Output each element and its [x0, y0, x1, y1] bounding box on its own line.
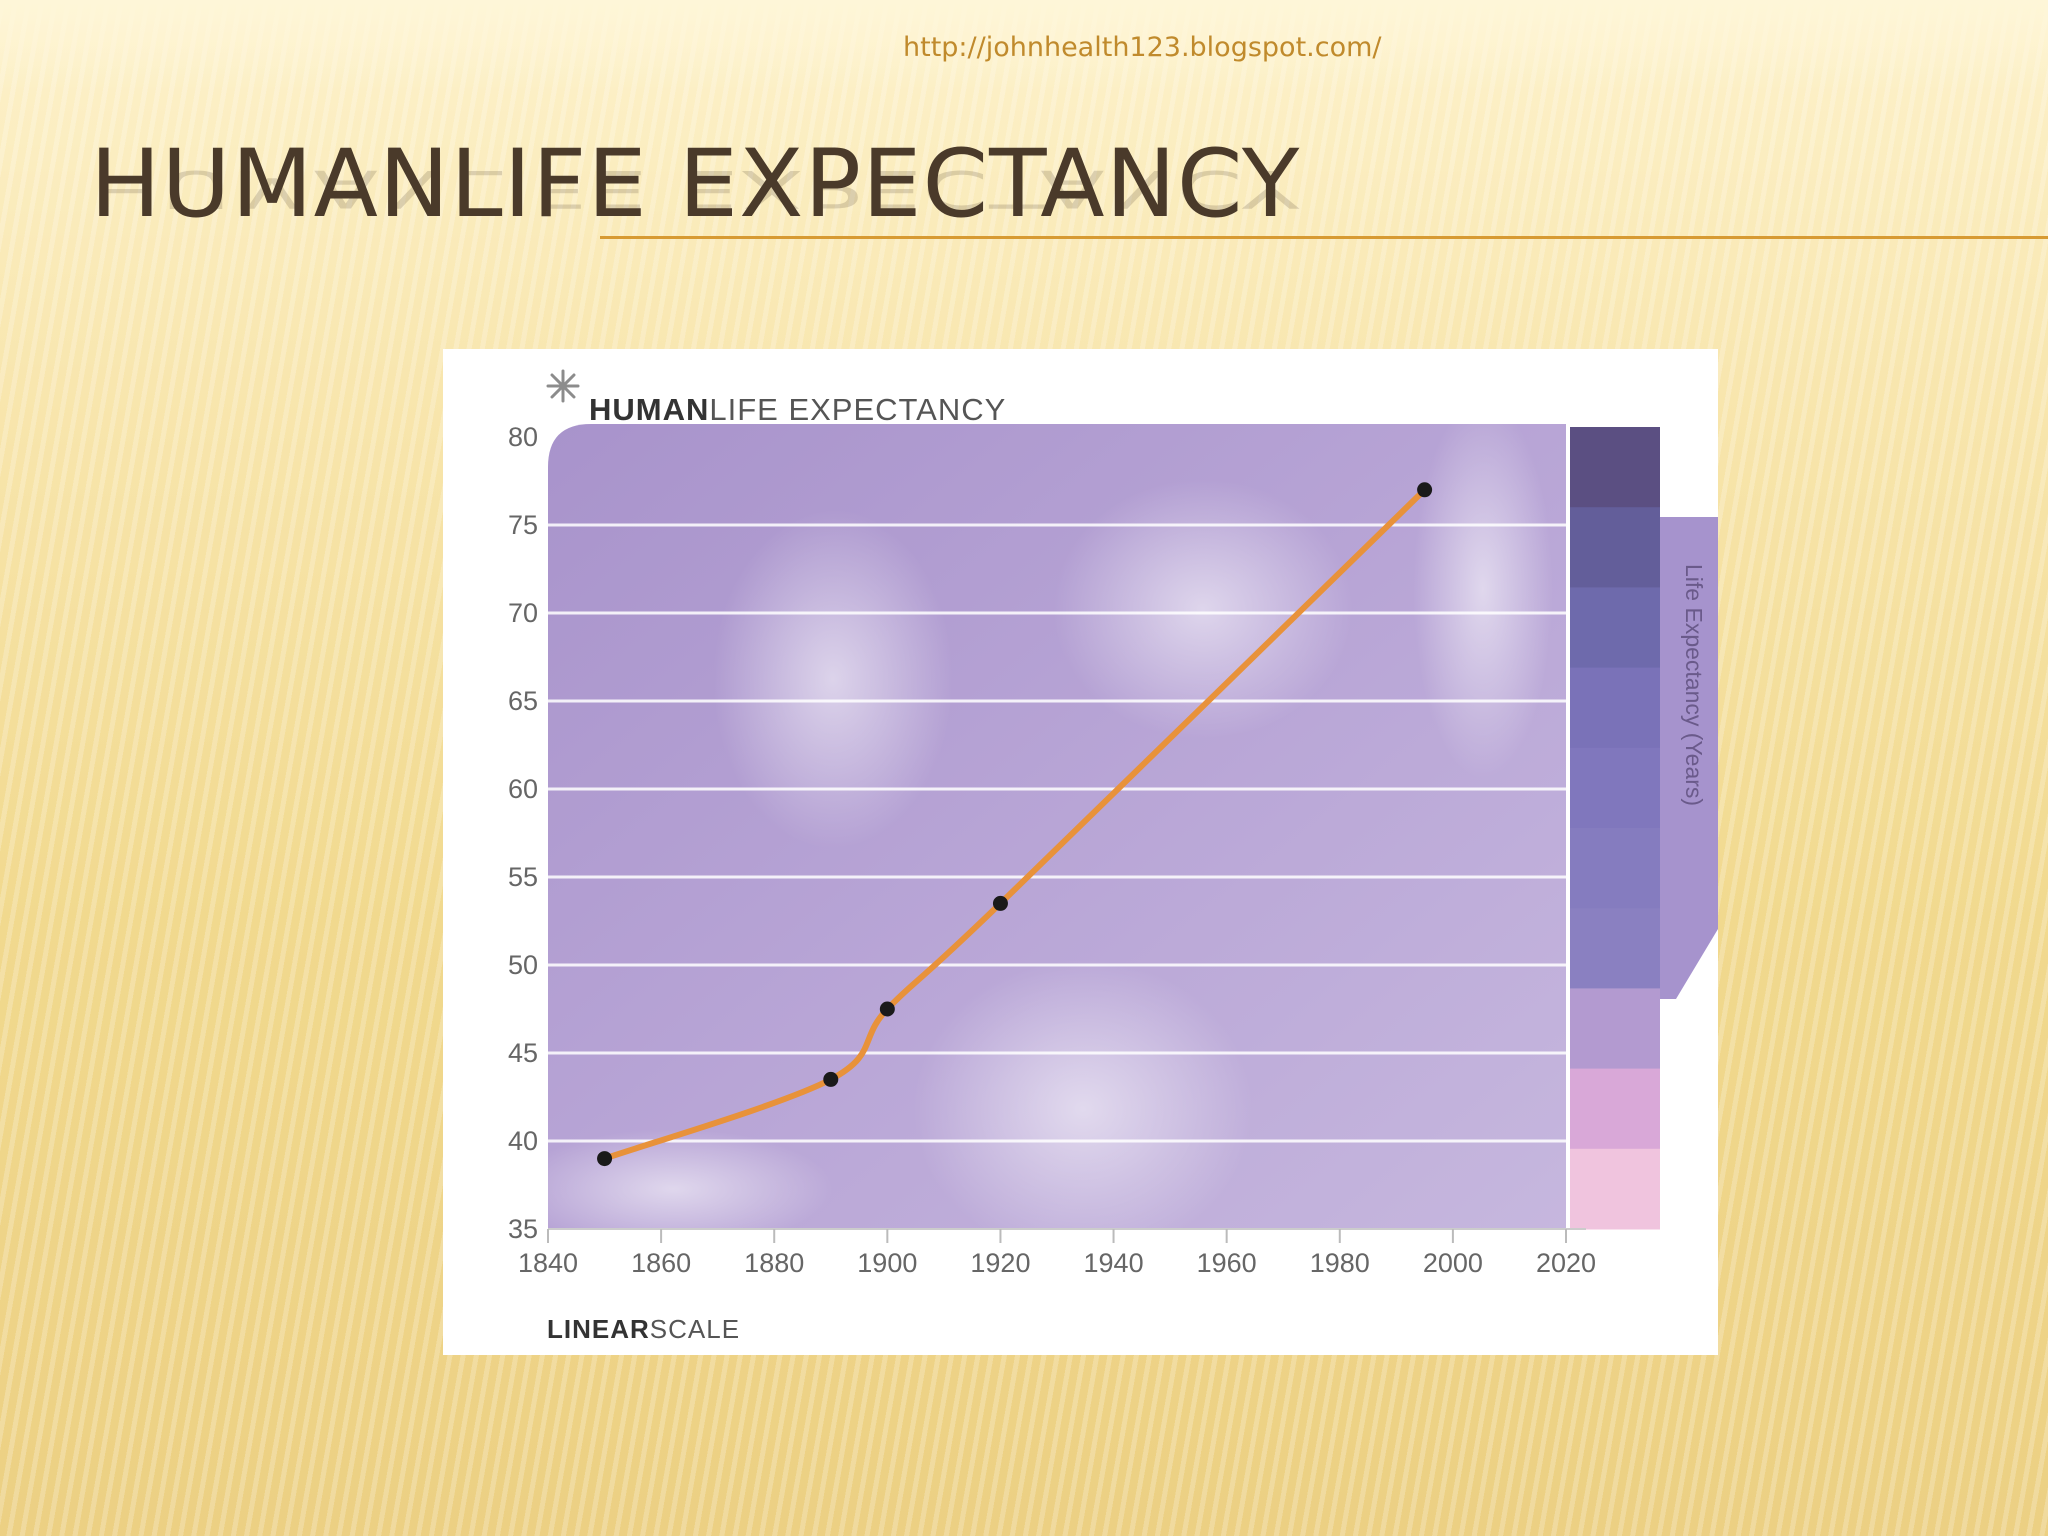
- x-tick-label: 1980: [1310, 1248, 1370, 1278]
- source-url: http://johnhealth123.blogspot.com/: [903, 32, 1382, 63]
- data-point: [597, 1151, 613, 1167]
- color-scale-segment: [1570, 747, 1660, 829]
- chart-title-icon: [546, 369, 580, 403]
- chart-title: HUMANLIFE EXPECTANCY: [589, 392, 1006, 427]
- color-scale-segment: [1570, 667, 1660, 749]
- color-scale-segment: [1570, 908, 1660, 989]
- chart-title-bold: HUMAN: [589, 392, 709, 427]
- grid-lines: [548, 523, 1566, 1143]
- chart-footer-light: SCALE: [650, 1314, 740, 1344]
- y-tick-label: 40: [508, 1126, 538, 1156]
- y-tick-label: 70: [508, 598, 538, 628]
- photo-highlight: [1413, 399, 1553, 779]
- x-axis-ticks: 1840 1860 1880 1900 1920 1940 1960 1980 2000 2020: [518, 1229, 1596, 1278]
- color-scale: [1570, 427, 1660, 1230]
- x-tick-label: 2020: [1536, 1248, 1596, 1278]
- data-point: [992, 895, 1008, 911]
- y-tick-label: 75: [508, 510, 538, 540]
- y-axis-ticks: 35 40 45 50 55 60 65 70 75 80: [508, 422, 538, 1244]
- chart-title-light: LIFE EXPECTANCY: [709, 392, 1006, 427]
- y-tick-label: 35: [508, 1214, 538, 1244]
- data-points: [597, 482, 1433, 1167]
- y-tick-label: 55: [508, 862, 538, 892]
- photo-highlight: [1053, 479, 1353, 739]
- x-tick-label: 1920: [970, 1248, 1030, 1278]
- x-tick-label: 1840: [518, 1248, 578, 1278]
- color-scale-segment: [1570, 507, 1660, 588]
- series-line: [601, 486, 1428, 1162]
- data-point: [879, 1001, 895, 1017]
- chart-figure: Life Expectancy (Years) 35 40 45 50 55 60 65 70…: [443, 349, 1718, 1355]
- y-axis-label: Life Expectancy (Years): [1681, 564, 1707, 806]
- header-band: [0, 0, 2048, 90]
- photo-highlight: [513, 1129, 833, 1249]
- photo-highlight: [913, 959, 1253, 1259]
- y-tick-label: 45: [508, 1038, 538, 1068]
- x-tick-label: 1900: [857, 1248, 917, 1278]
- color-scale-segment: [1570, 1148, 1660, 1230]
- data-point: [1417, 482, 1433, 498]
- color-scale-segment: [1570, 427, 1660, 508]
- color-scale-segment: [1570, 1068, 1660, 1150]
- color-scale-segment: [1570, 587, 1660, 669]
- color-scale-segment: [1570, 828, 1660, 909]
- y-tick-label: 80: [508, 422, 538, 452]
- y-tick-label: 65: [508, 686, 538, 716]
- title-divider: [600, 236, 2048, 239]
- x-tick-label: 1960: [1197, 1248, 1257, 1278]
- data-point: [823, 1071, 839, 1087]
- y-tick-label: 60: [508, 774, 538, 804]
- x-tick-label: 2000: [1423, 1248, 1483, 1278]
- life-expectancy-chart: Life Expectancy (Years) 35 40 45 50 55 60 65 70…: [508, 369, 1718, 1344]
- x-tick-label: 1940: [1084, 1248, 1144, 1278]
- color-scale-segment: [1570, 988, 1660, 1070]
- chart-footer: LINEARSCALE: [547, 1314, 740, 1344]
- slide-title: HUMANLIFE EXPECTANCY: [90, 130, 1301, 239]
- x-tick-label: 1880: [744, 1248, 804, 1278]
- photo-highlight: [713, 509, 953, 849]
- y-tick-label: 50: [508, 950, 538, 980]
- slide-title-reflection: HUMANLIFE EXPECTANCY: [90, 158, 1301, 219]
- x-tick-label: 1860: [631, 1248, 691, 1278]
- chart-footer-bold: LINEAR: [547, 1314, 650, 1344]
